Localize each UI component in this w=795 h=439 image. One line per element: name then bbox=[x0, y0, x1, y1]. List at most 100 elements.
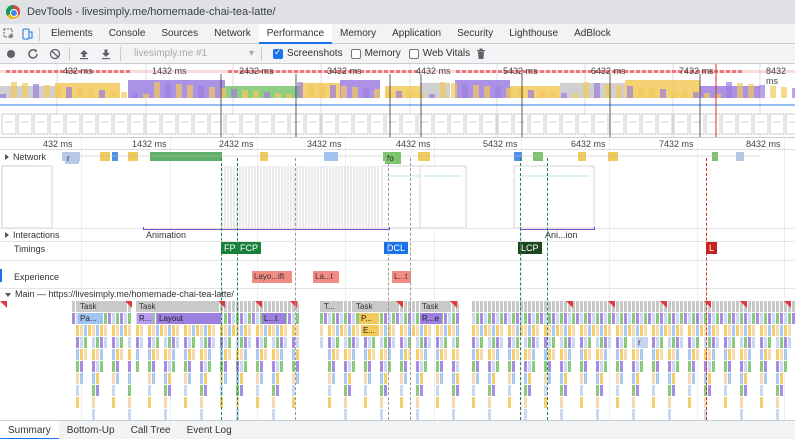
flame-frame bbox=[188, 349, 191, 360]
expand-arrow-icon[interactable] bbox=[5, 232, 9, 238]
recalc-style-block[interactable]: R...e bbox=[420, 313, 442, 324]
device-toolbar-icon[interactable] bbox=[18, 24, 36, 44]
experience-track-label[interactable]: Experience bbox=[14, 272, 60, 282]
load-marker[interactable]: L bbox=[706, 242, 718, 254]
flame-frame bbox=[632, 349, 635, 360]
flame-frame bbox=[488, 373, 491, 384]
flame-frame bbox=[580, 325, 583, 336]
main-track-label[interactable]: Main — https://livesimply.me/homemade-ch… bbox=[5, 289, 234, 299]
parse-block[interactable]: Pa... bbox=[78, 313, 103, 324]
flame-frame bbox=[88, 325, 91, 336]
screenshot-frame bbox=[1, 165, 53, 229]
tab-adblock[interactable]: AdBlock bbox=[574, 27, 611, 39]
flame-task bbox=[456, 301, 459, 312]
flame-task bbox=[712, 301, 715, 312]
tab-elements[interactable]: Elements bbox=[51, 27, 93, 39]
trash-icon[interactable] bbox=[470, 44, 492, 64]
memory-checkbox[interactable]: Memory bbox=[350, 48, 401, 59]
flame-frame bbox=[388, 349, 391, 360]
flame-frame bbox=[200, 337, 203, 348]
screenshots-checkbox[interactable]: Screenshots bbox=[273, 47, 343, 59]
save-profile-icon[interactable] bbox=[95, 44, 117, 64]
tab-event-log[interactable]: Event Log bbox=[186, 424, 232, 436]
tab-network[interactable]: Network bbox=[214, 27, 251, 39]
tab-application[interactable]: Application bbox=[392, 27, 442, 39]
tab-performance[interactable]: Performance bbox=[258, 23, 333, 44]
flame-frame bbox=[192, 337, 195, 348]
task-block[interactable]: Task bbox=[354, 301, 396, 312]
flame-frame bbox=[624, 325, 627, 336]
recalc-style-block[interactable]: R... bbox=[137, 313, 153, 324]
task-block[interactable]: Task bbox=[137, 301, 219, 312]
timings-track-label[interactable]: Timings bbox=[14, 244, 46, 254]
flame-frame bbox=[292, 313, 295, 324]
lcp-marker[interactable]: LCP bbox=[518, 242, 542, 254]
fp-marker[interactable]: FP bbox=[221, 242, 239, 254]
fcp-marker[interactable]: FCP bbox=[237, 242, 261, 254]
flame-frame bbox=[364, 397, 367, 408]
flame-frame bbox=[676, 349, 679, 360]
flame-frame bbox=[488, 349, 491, 360]
tab-bottom-up[interactable]: Bottom-Up bbox=[66, 424, 115, 436]
checkbox-unchecked-icon bbox=[408, 48, 419, 59]
layout-shift-marker[interactable]: Layo...ift bbox=[252, 271, 292, 283]
task-block[interactable]: Task bbox=[420, 301, 450, 312]
task-block[interactable]: T... bbox=[322, 301, 340, 312]
flame-frame bbox=[668, 385, 671, 396]
tab-lighthouse[interactable]: Lighthouse bbox=[509, 27, 559, 39]
cpu-activity bbox=[99, 90, 105, 98]
flame-frame bbox=[248, 313, 251, 324]
cpu-activity bbox=[660, 89, 666, 98]
load-profile-icon[interactable] bbox=[73, 44, 95, 64]
flame-frame bbox=[708, 313, 711, 324]
profile-select[interactable]: livesimply.me #1 ▾ bbox=[130, 46, 258, 62]
record-button[interactable] bbox=[0, 44, 22, 64]
dcl-marker[interactable]: DCL bbox=[384, 242, 409, 254]
flame-frame bbox=[724, 385, 727, 396]
network-request[interactable]: r bbox=[65, 153, 79, 164]
layout-shift-marker[interactable]: La...t bbox=[313, 271, 339, 283]
tab-call-tree[interactable]: Call Tree bbox=[130, 424, 171, 436]
collapse-arrow-icon[interactable] bbox=[5, 293, 11, 297]
flame-frame bbox=[580, 385, 583, 396]
flame-frame bbox=[176, 337, 179, 348]
expand-arrow-icon[interactable] bbox=[5, 154, 9, 160]
evaluate-script-block[interactable]: E... bbox=[361, 325, 379, 336]
animation-bar[interactable] bbox=[143, 227, 390, 230]
flame-frame bbox=[580, 361, 583, 372]
cpu-activity bbox=[33, 84, 39, 98]
layout-block[interactable]: Layout bbox=[157, 313, 221, 324]
flame-chart-area[interactable]: 432 ms 1432 ms 2432 ms 3432 ms 4432 ms 5432 m… bbox=[0, 138, 795, 420]
task-block[interactable]: Task bbox=[78, 301, 126, 312]
flame-frame bbox=[728, 349, 731, 360]
reload-record-button[interactable] bbox=[22, 44, 44, 64]
flame-frame bbox=[768, 349, 771, 360]
tab-sources[interactable]: Sources bbox=[161, 27, 199, 39]
clear-icon[interactable] bbox=[44, 44, 66, 64]
layout-block[interactable]: L...t bbox=[262, 313, 286, 324]
interactions-track-label[interactable]: Interactions bbox=[5, 230, 60, 240]
function-block[interactable]: P... bbox=[359, 313, 379, 324]
web-vitals-checkbox[interactable]: Web Vitals bbox=[408, 48, 470, 59]
network-track-label[interactable]: Network bbox=[5, 152, 46, 162]
tab-memory[interactable]: Memory bbox=[340, 27, 377, 39]
flame-frame bbox=[620, 325, 623, 336]
flame-frame bbox=[92, 373, 95, 384]
tab-security[interactable]: Security bbox=[457, 27, 494, 39]
flame-frame bbox=[120, 325, 123, 336]
selection-indicator bbox=[0, 269, 2, 282]
tab-console[interactable]: Console bbox=[108, 27, 146, 39]
screenshot-thumbnail bbox=[577, 113, 593, 135]
flame-frame bbox=[744, 373, 747, 384]
screenshot-thumbnail bbox=[673, 113, 689, 135]
timeline-overview[interactable]: 432 ms 1432 ms 2432 ms 3432 ms 4432 ms 5432 m… bbox=[0, 64, 795, 138]
network-request-bar bbox=[533, 152, 543, 161]
network-request[interactable]: fo bbox=[385, 153, 401, 164]
layout-shift-marker[interactable]: L...t bbox=[392, 271, 411, 283]
tab-summary[interactable]: Summary bbox=[0, 420, 59, 439]
flame-block[interactable]: r bbox=[636, 337, 648, 348]
flame-frame bbox=[384, 313, 387, 324]
inspect-element-icon[interactable] bbox=[0, 24, 18, 44]
cpu-activity bbox=[121, 92, 127, 98]
overview-tick-label: 5432 ms bbox=[503, 66, 538, 76]
